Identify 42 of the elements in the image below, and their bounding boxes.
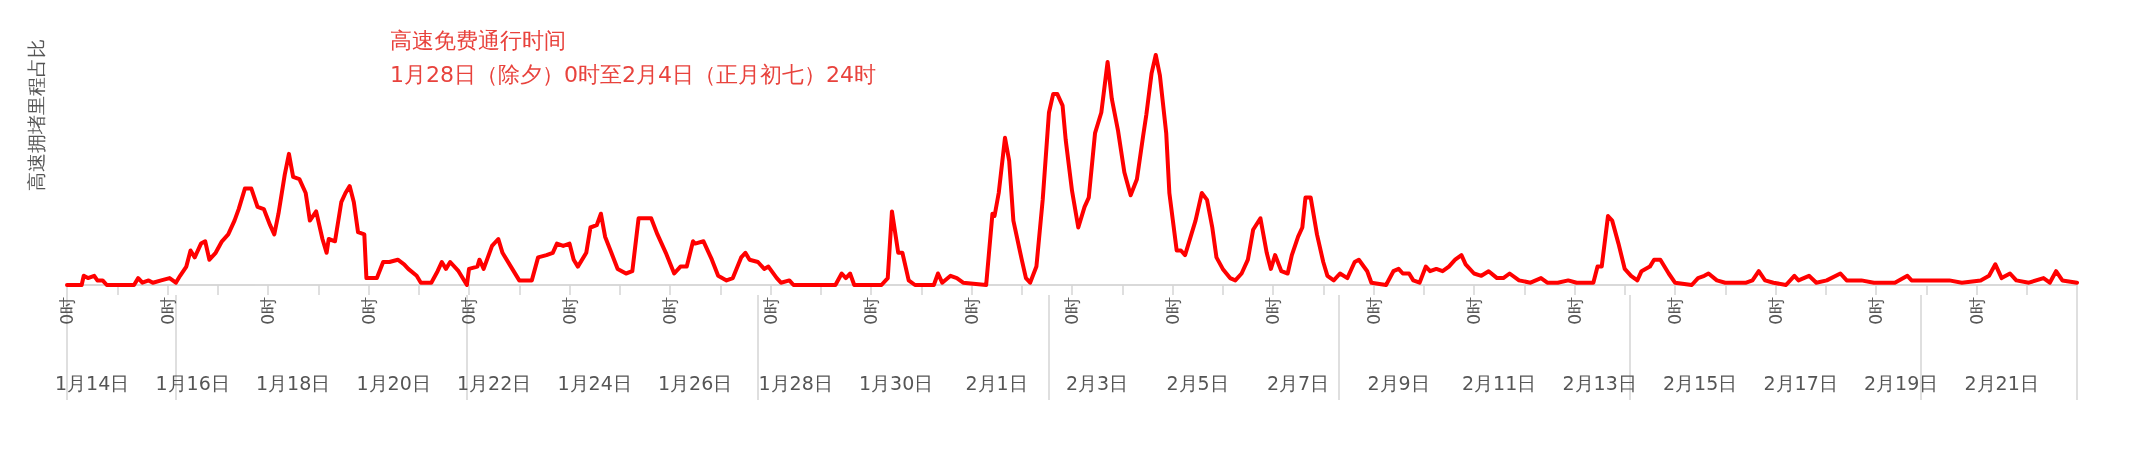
x2-tick-label: 2月11日	[1461, 371, 1537, 394]
x-tick-label: 0时	[961, 297, 982, 325]
x2-tick-label: 2月13日	[1562, 371, 1637, 394]
x2-tick-label: 2月5日	[1166, 371, 1229, 394]
x-tick-label: 0时	[1263, 297, 1283, 325]
x2-tick-label: 1月18日	[255, 371, 331, 394]
x-tick-label: 0时	[57, 297, 77, 325]
x-tick-label: 0时	[1765, 297, 1786, 325]
x2-tick-label: 2月1日	[965, 371, 1028, 394]
x2-tick-label: 2月21日	[1964, 371, 2039, 394]
x-tick-label: 0时	[1564, 297, 1585, 325]
x-tick-label: 0时	[760, 297, 781, 325]
x2-tick-label: 2月3日	[1066, 371, 1129, 394]
x2-tick-label: 2月19日	[1863, 371, 1939, 394]
x2-tick-label: 2月7日	[1267, 371, 1330, 394]
x2-tick-label: 1月22日	[456, 371, 532, 394]
x-tick-label: 0时	[559, 297, 580, 325]
x2-tick-label: 1月16日	[155, 371, 230, 394]
x-tick-label: 0时	[1966, 297, 1987, 325]
x-tick-label: 0时	[1464, 297, 1484, 325]
x-tick-label: 0时	[258, 297, 278, 325]
x2-tick-label: 1月14日	[54, 371, 130, 394]
x-tick-label: 0时	[1162, 297, 1183, 325]
x2-tick-label: 1月30日	[858, 371, 934, 394]
x-tick-label: 0时	[1062, 297, 1082, 325]
y-axis-title: 高速拥堵里程占比	[24, 39, 47, 191]
x2-tick-label: 1月20日	[356, 371, 431, 394]
x2-tick-label: 2月15日	[1662, 371, 1738, 394]
x-tick-label: 0时	[1866, 297, 1886, 325]
x2-tick-label: 1月24日	[557, 371, 632, 394]
x2-tick-label: 1月26日	[657, 371, 733, 394]
x2-tick-label: 1月28日	[758, 371, 833, 394]
x-tick-label: 0时	[1665, 297, 1685, 325]
x-tick-label: 0时	[157, 297, 178, 325]
x2-tick-label: 2月17日	[1763, 371, 1838, 394]
x-tick-label: 0时	[660, 297, 680, 325]
x2-tick-label: 2月9日	[1367, 371, 1430, 394]
x-tick-label: 0时	[1363, 297, 1384, 325]
x-tick-label: 0时	[459, 297, 479, 325]
x-tick-label: 0时	[861, 297, 881, 325]
x-tick-label: 0时	[358, 297, 379, 325]
chart-title: 高速免费通行时间 1月28日（除夕）0时至2月4日（正月初七）24时	[390, 27, 876, 87]
